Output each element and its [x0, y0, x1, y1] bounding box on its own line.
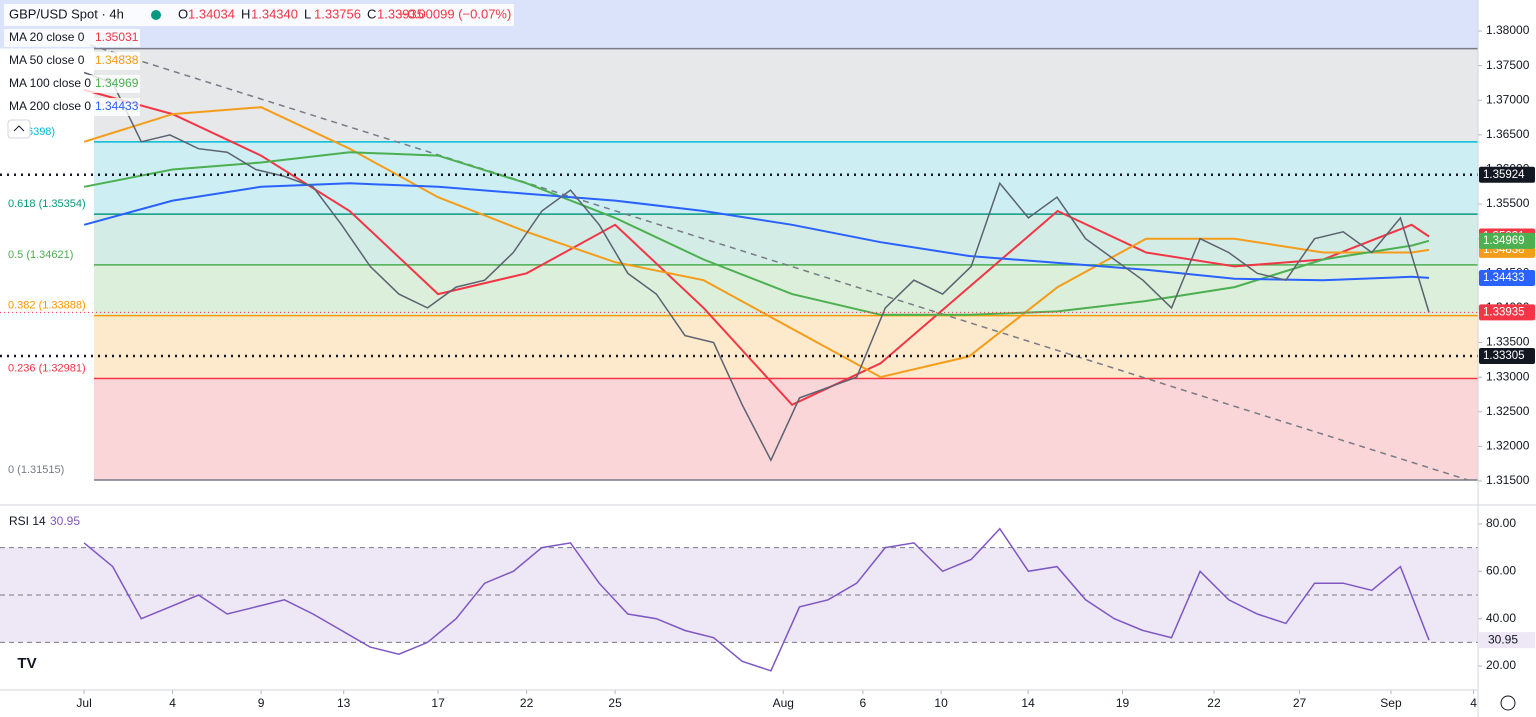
status-dot	[151, 10, 161, 20]
x-tick-label: 17	[431, 696, 445, 710]
x-tick-label: 19	[1116, 696, 1130, 710]
y-tick-label: 1.37000	[1486, 92, 1530, 106]
x-tick-label: 27	[1293, 696, 1307, 710]
x-tick-label: Jul	[76, 696, 91, 710]
rsi-title: RSI 14	[9, 514, 46, 528]
y-tick-label: 60.00	[1486, 563, 1516, 577]
price-tag-label: 1.34969	[1483, 235, 1525, 247]
x-tick-label: 10	[934, 696, 948, 710]
y-tick-label: 1.33500	[1486, 335, 1530, 349]
line	[83, 88, 1430, 407]
change: −0.00099 (−0.07%)	[400, 6, 511, 21]
legend-bg	[4, 52, 140, 70]
x-tick-label: 4	[169, 696, 176, 710]
collapse-icon	[13, 125, 25, 132]
price-tag	[1479, 348, 1535, 365]
y-tick-label: 1.37500	[1486, 58, 1530, 72]
legend-name: MA 20 close 0	[9, 30, 85, 44]
trend-line	[89, 44, 1469, 481]
y-tick-label: 1.33000	[1486, 369, 1530, 383]
line	[83, 182, 1430, 282]
rsi-tag	[1479, 632, 1535, 649]
legend-bg	[4, 98, 140, 116]
x-tick-label: 4	[1470, 696, 1477, 710]
price-tag-label: 1.35924	[1483, 169, 1525, 181]
y-tick-label: 1.38000	[1486, 23, 1530, 37]
ohlc-key: L	[304, 6, 311, 21]
collapse-button[interactable]	[7, 119, 31, 139]
y-tick-label: 1.31500	[1486, 473, 1530, 487]
fib-band	[94, 141, 1478, 215]
fib-label: 0.236 (1.32981)	[8, 362, 86, 374]
fib-band	[94, 378, 1478, 480]
legend-value: 1.34969	[95, 76, 139, 90]
header-bg	[4, 4, 514, 26]
fib-band	[94, 48, 1478, 142]
line	[83, 527, 1430, 672]
rsi-tag-label: 30.95	[1488, 632, 1518, 646]
symbol-title: GBP/USD Spot · 4h	[9, 6, 124, 21]
x-tick-label: 13	[337, 696, 351, 710]
x-tick-label: Aug	[773, 696, 794, 710]
price-tag-label: 1.33935	[1483, 306, 1525, 318]
legend-name: MA 50 close 0	[9, 53, 85, 67]
logo-mark: TV	[17, 655, 36, 672]
logo[interactable]	[12, 650, 42, 676]
ohlc-value: 1.33756	[314, 6, 361, 21]
fib-label: 0.382 (1.33888)	[8, 300, 86, 312]
overlay: (1.36398)0.618 (1.35354)0.5 (1.34621)0.3…	[4, 23, 1535, 710]
legend-name: MA 100 close 0	[9, 76, 91, 90]
ohlc-value: 1.34034	[188, 6, 235, 21]
price-tag	[1479, 269, 1535, 286]
rsi-value: 30.95	[50, 514, 80, 528]
fib-band	[94, 214, 1478, 265]
y-tick-label: 1.32500	[1486, 404, 1530, 418]
price-tag	[1479, 232, 1535, 249]
price-tag-label: 1.34433	[1483, 272, 1525, 284]
fib-label: 0.5 (1.34621)	[8, 249, 73, 261]
settings-icon[interactable]	[1500, 695, 1516, 711]
y-tick-label: 1.35500	[1486, 196, 1530, 210]
grid	[0, 30, 1482, 694]
line	[83, 71, 1430, 462]
x-tick-label: 14	[1021, 696, 1035, 710]
legend-value: 1.34433	[95, 99, 139, 113]
ohlc-key: O	[178, 6, 188, 21]
plot	[0, 71, 1478, 672]
ohlc-key: C	[367, 6, 376, 21]
ohlc-value: 1.34340	[251, 6, 298, 21]
x-tick-label: 25	[608, 696, 622, 710]
x-tick-label: 6	[860, 696, 867, 710]
ohlc: O 1.34034 H 1.34340 L 1.33756 C 1.33935	[178, 6, 424, 21]
y-tick-label: 1.32000	[1486, 439, 1530, 453]
legend-name: MA 200 close 0	[9, 99, 91, 113]
x-tick-label: Sep	[1380, 696, 1402, 710]
fib-bands	[0, 0, 1478, 643]
line	[83, 106, 1430, 379]
price-tag	[1479, 166, 1535, 183]
legend-value: 1.34838	[95, 53, 139, 67]
x-tick-label: 9	[258, 696, 265, 710]
y-tick-label: 40.00	[1486, 611, 1516, 625]
price-tag-label: 1.33305	[1483, 350, 1525, 362]
y-tick-label: 20.00	[1486, 658, 1516, 672]
ohlc-value: 1.33935	[377, 6, 424, 21]
line	[83, 151, 1430, 316]
fib-band	[94, 264, 1478, 316]
legend-value: 1.35031	[95, 30, 139, 44]
price-tag	[1479, 304, 1535, 321]
x-tick-label: 22	[1207, 696, 1221, 710]
legend-bg	[4, 29, 140, 47]
legend-bg	[4, 75, 140, 93]
fib-label: 0 (1.31515)	[8, 464, 64, 476]
x-tick-label: 22	[520, 696, 534, 710]
y-tick-label: 80.00	[1486, 516, 1516, 530]
fib-label: 0.618 (1.35354)	[8, 198, 86, 210]
y-tick-label: 1.36500	[1486, 127, 1530, 141]
ohlc-key: H	[241, 6, 250, 21]
